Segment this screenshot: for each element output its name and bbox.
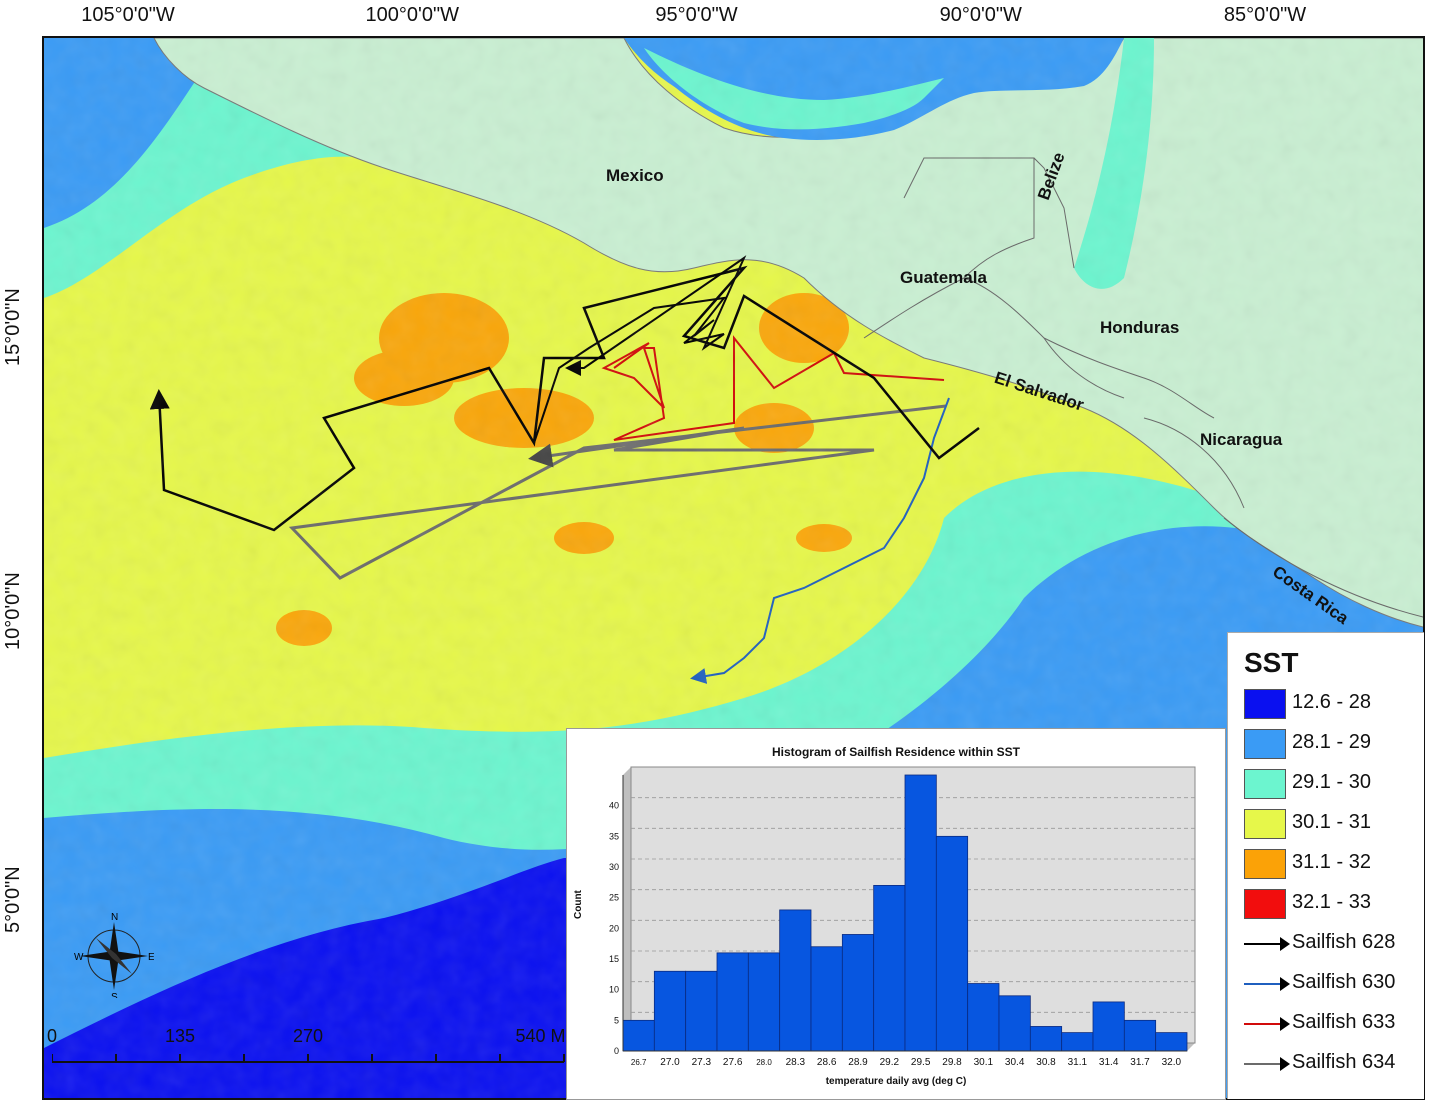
compass-w: W — [74, 952, 84, 963]
legend-class-label: 28.1 - 29 — [1292, 731, 1371, 753]
x-tick-label: 29.8 — [942, 1057, 962, 1068]
y-tick-label: 0 — [614, 1046, 619, 1056]
scale-label: 0 — [46, 1026, 58, 1046]
compass-s: S — [111, 992, 118, 998]
legend-swatch — [1244, 809, 1286, 839]
longitude-label: 100°0'0"W — [365, 4, 459, 26]
histogram-bar — [653, 970, 687, 1052]
legend-swatch — [1244, 689, 1286, 719]
x-tick-label: 27.0 — [660, 1057, 680, 1068]
legend-class-label: 29.1 - 30 — [1292, 771, 1371, 793]
scale-label: 270 — [292, 1026, 324, 1046]
histogram-bar — [841, 934, 875, 1052]
histogram-bar — [1092, 1001, 1125, 1052]
histogram-bar — [904, 774, 937, 1052]
x-tick-label: 27.3 — [692, 1057, 712, 1068]
label-honduras: Honduras — [1100, 318, 1180, 337]
longitude-label: 95°0'0"W — [655, 4, 738, 26]
y-tick-label: 20 — [609, 923, 619, 933]
x-tick-label: 30.8 — [1036, 1057, 1056, 1068]
histogram-bar — [622, 1019, 655, 1052]
histogram-bar — [747, 952, 781, 1052]
x-tick-label: 28.6 — [817, 1057, 837, 1068]
histogram-chart: 0 5 10 15 20 25 30 35 40 26.7 27.0 27.3 27.6 28.0 28.3… — [609, 766, 1196, 1068]
label-nicaragua: Nicaragua — [1200, 430, 1283, 449]
histogram-bar — [998, 995, 1031, 1052]
histogram-bar — [967, 983, 1000, 1052]
arrow-right-icon — [1244, 1017, 1290, 1031]
y-tick-label: 30 — [609, 862, 619, 872]
legend-swatch — [1244, 849, 1286, 879]
histogram-bar — [1029, 1026, 1063, 1052]
x-tick-label: 29.5 — [911, 1057, 931, 1068]
legend-track-label: Sailfish 628 — [1292, 931, 1396, 953]
x-tick-label: 31.1 — [1068, 1057, 1088, 1068]
histogram-bar — [716, 952, 749, 1052]
longitude-label: 90°0'0"W — [939, 4, 1022, 26]
x-tick-label: 28.9 — [848, 1057, 868, 1068]
x-tick-label: 28.3 — [786, 1057, 806, 1068]
latitude-label: 15°0'0"N — [2, 288, 24, 366]
scale-bar-line — [52, 1054, 565, 1063]
x-tick-label: 27.6 — [723, 1057, 743, 1068]
latitude-label: 10°0'0"N — [2, 571, 24, 650]
x-tick-label: 26.7 — [631, 1058, 647, 1067]
legend-track-label: Sailfish 630 — [1292, 971, 1396, 993]
legend-class-label: 32.1 - 33 — [1292, 891, 1371, 913]
y-tick-label: 15 — [609, 954, 619, 964]
y-tick-label: 10 — [609, 985, 619, 995]
compass-n: N — [111, 912, 118, 923]
histogram-bar — [1123, 1019, 1157, 1052]
legend-title: SST — [1244, 647, 1299, 678]
x-tick-label: 31.7 — [1130, 1057, 1150, 1068]
histogram-bar — [779, 909, 812, 1052]
legend-swatch — [1244, 769, 1286, 799]
y-tick-label: 25 — [609, 893, 619, 903]
histogram-bar — [810, 946, 843, 1052]
histogram-bar — [1155, 1032, 1188, 1052]
x-tick-label: 31.4 — [1099, 1057, 1119, 1068]
latitude-label: 5°0'0"N — [2, 866, 24, 933]
compass-e: E — [148, 952, 154, 963]
histogram-bar — [935, 835, 969, 1052]
y-tick-label: 40 — [609, 801, 619, 811]
histogram-bar — [1061, 1032, 1094, 1052]
arrow-right-icon — [1244, 1057, 1290, 1071]
x-tick-label: 29.2 — [880, 1057, 900, 1068]
label-mexico: Mexico — [606, 166, 664, 185]
arrow-right-icon — [1244, 977, 1290, 991]
legend-class-label: 12.6 - 28 — [1292, 691, 1371, 713]
legend-class-label: 30.1 - 31 — [1292, 811, 1371, 833]
x-tick-label: 28.0 — [756, 1058, 772, 1067]
x-tick-label: 32.0 — [1162, 1057, 1182, 1068]
legend-track-label: Sailfish 634 — [1292, 1051, 1396, 1073]
scale-label: 135 — [164, 1026, 196, 1046]
histogram-x-label: temperature daily avg (deg C) — [825, 1076, 967, 1087]
legend-track-label: Sailfish 633 — [1292, 1011, 1396, 1033]
longitude-label: 105°0'0"W — [81, 4, 175, 26]
legend: SST 12.6 - 28 28.1 - 29 29.1 - 30 30.1 - 31… — [1227, 632, 1424, 1099]
y-tick-label: 35 — [609, 831, 619, 841]
y-tick-label: 5 — [614, 1015, 619, 1025]
label-guatemala: Guatemala — [900, 268, 987, 287]
histogram-title: Histogram of Sailfish Residence within S… — [771, 745, 1021, 759]
legend-class-label: 31.1 - 32 — [1292, 851, 1371, 873]
legend-swatch — [1244, 729, 1286, 759]
x-tick-label: 30.4 — [1005, 1057, 1025, 1068]
histogram-bar — [685, 970, 718, 1052]
histogram-bar — [873, 884, 906, 1052]
histogram-panel: Histogram of Sailfish Residence within S… — [566, 728, 1226, 1100]
arrow-right-icon — [1244, 937, 1290, 951]
legend-swatch — [1244, 889, 1286, 919]
compass-rose-icon: N S W E — [74, 912, 154, 998]
x-tick-label: 30.1 — [974, 1057, 994, 1068]
scale-bar: 0 135 270 540 Miles — [47, 1026, 593, 1074]
longitude-label: 85°0'0"W — [1223, 4, 1307, 26]
